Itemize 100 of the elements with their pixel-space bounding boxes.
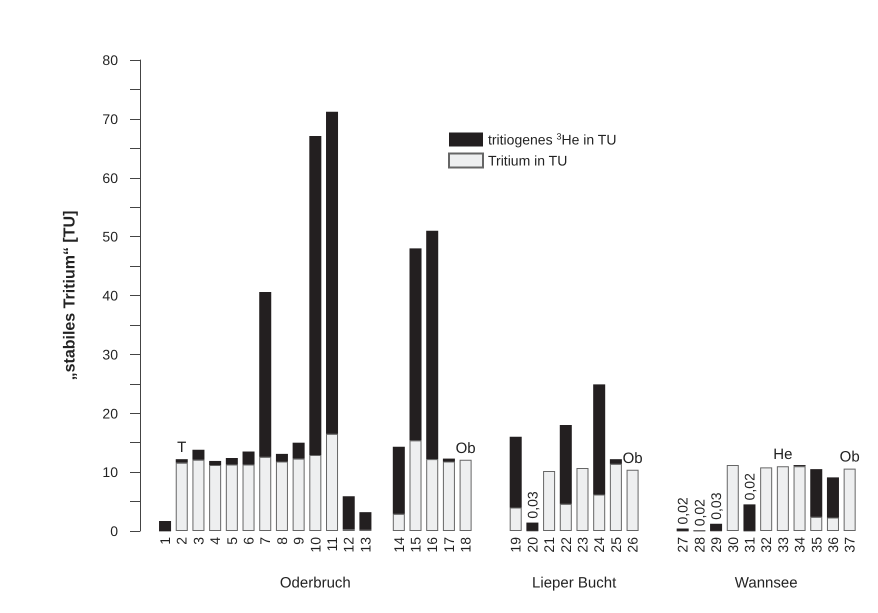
bar	[794, 466, 806, 531]
bar	[442, 462, 455, 531]
annotation: Ob	[456, 440, 476, 457]
bar	[159, 520, 172, 531]
x-tick-label: 24	[591, 536, 608, 553]
bar	[309, 455, 322, 531]
bar	[826, 477, 839, 518]
bar	[426, 459, 438, 531]
bar	[560, 504, 572, 531]
bar	[410, 440, 422, 531]
x-tick-label: 14	[390, 536, 407, 553]
bar	[292, 442, 305, 459]
data-label: 0,03	[708, 492, 724, 520]
x-tick-label: 9	[290, 536, 307, 545]
x-tick-label: 36	[824, 536, 841, 553]
y-tick-label: 70	[102, 110, 118, 127]
x-tick-label: 7	[257, 536, 274, 545]
x-tick-label: 8	[274, 536, 290, 545]
bar	[226, 458, 238, 464]
bar	[209, 460, 222, 466]
bar	[392, 446, 405, 514]
x-tick-label: 28	[691, 536, 708, 553]
bar	[810, 516, 822, 531]
bar	[292, 458, 305, 531]
data-label: 0,02	[741, 472, 758, 500]
bar	[392, 514, 405, 531]
bar	[844, 468, 856, 531]
x-tick-label: 10	[307, 536, 324, 553]
x-tick-label: 34	[792, 536, 808, 553]
bar	[543, 470, 556, 531]
x-tick-label: 15	[408, 536, 424, 553]
bar	[209, 465, 222, 531]
bar	[176, 462, 188, 531]
bar	[610, 464, 622, 531]
data-label: 0,03	[524, 491, 540, 519]
x-tick-label: 30	[724, 536, 741, 553]
x-tick-label: 16	[424, 536, 440, 553]
bar	[242, 464, 255, 531]
bar	[359, 512, 372, 530]
bar	[560, 425, 572, 504]
x-tick-label: 2	[174, 536, 190, 545]
x-tick-label: 26	[624, 536, 641, 553]
y-axis-title: „stabiles Tritium“ [TU]	[62, 210, 78, 380]
x-tick-label: 35	[808, 536, 824, 553]
x-tick-label: 37	[842, 536, 858, 553]
bar	[826, 517, 839, 531]
x-tick-label: 11	[324, 536, 340, 552]
x-tick-label: 6	[240, 536, 257, 545]
y-tick-label: 80	[102, 52, 118, 68]
bar	[510, 436, 522, 508]
y-tick-label: 10	[102, 464, 118, 480]
bar	[276, 454, 288, 462]
bar	[510, 507, 522, 531]
y-tick-label: 40	[102, 288, 118, 304]
bar	[442, 458, 455, 462]
text: Lieper Bucht	[532, 574, 618, 592]
y-tick-label: 0	[110, 523, 118, 539]
annotation: T	[177, 439, 186, 456]
annotation: Ob	[622, 450, 643, 467]
bar	[426, 230, 438, 460]
bar	[410, 248, 422, 440]
bar	[460, 460, 472, 531]
bar	[176, 459, 188, 463]
bar	[710, 524, 722, 531]
text: Wannsee	[734, 574, 798, 592]
bar	[760, 467, 772, 531]
bar	[342, 496, 355, 530]
bar	[576, 468, 588, 531]
bar	[259, 456, 272, 531]
y-tick-label: 60	[102, 170, 118, 186]
bar	[776, 466, 789, 531]
y-tick-label: 30	[102, 346, 118, 362]
bar	[593, 494, 606, 531]
x-tick-label: 23	[574, 536, 590, 553]
bar	[610, 459, 622, 464]
annotation: Ob	[840, 448, 860, 466]
x-tick-label: 1	[157, 536, 174, 545]
bar	[192, 450, 204, 460]
y-tick-label: 50	[102, 228, 118, 245]
bar	[226, 464, 238, 531]
x-tick-label: 21	[541, 536, 558, 553]
bar	[810, 469, 822, 517]
bar	[593, 384, 606, 494]
bar	[242, 452, 255, 464]
x-tick-label: 25	[608, 536, 624, 553]
bar	[326, 112, 338, 434]
bar	[326, 434, 338, 531]
x-tick-label: 3	[190, 536, 206, 545]
text: Oderbruch	[280, 574, 351, 592]
data-label: 0,02	[691, 498, 708, 526]
bar	[309, 136, 322, 456]
data-label: 0,02	[674, 497, 691, 525]
x-tick-label: 18	[458, 536, 474, 553]
annotation: He	[773, 446, 792, 464]
x-tick-label: 4	[207, 536, 224, 545]
x-tick-label: 12	[340, 536, 357, 553]
x-tick-label: 29	[708, 536, 724, 553]
bar	[626, 470, 639, 531]
bar	[276, 462, 288, 531]
bar	[743, 504, 756, 531]
